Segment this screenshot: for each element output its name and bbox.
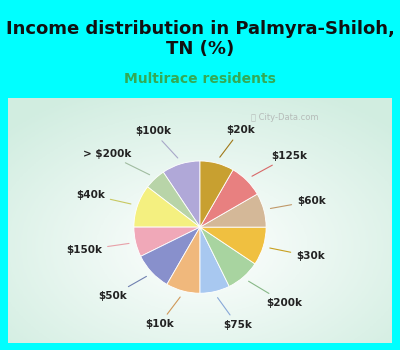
Text: $30k: $30k (270, 248, 325, 261)
Text: $150k: $150k (66, 243, 129, 255)
Wedge shape (200, 194, 266, 227)
Text: Multirace residents: Multirace residents (124, 72, 276, 86)
Text: $100k: $100k (135, 126, 178, 158)
Wedge shape (148, 172, 200, 227)
Wedge shape (134, 187, 200, 227)
Text: $20k: $20k (220, 125, 255, 157)
Wedge shape (200, 170, 257, 227)
Wedge shape (200, 227, 255, 286)
Text: $60k: $60k (270, 196, 326, 209)
Text: $125k: $125k (252, 151, 307, 176)
Wedge shape (134, 227, 200, 256)
Wedge shape (200, 227, 229, 293)
Wedge shape (141, 227, 200, 284)
Wedge shape (167, 227, 200, 293)
Wedge shape (200, 161, 233, 227)
Wedge shape (163, 161, 200, 227)
Text: Income distribution in Palmyra-Shiloh,
TN (%): Income distribution in Palmyra-Shiloh, T… (6, 20, 394, 58)
Text: $200k: $200k (248, 281, 302, 308)
Text: > $200k: > $200k (83, 149, 150, 175)
Text: $50k: $50k (98, 276, 146, 301)
Text: $10k: $10k (145, 297, 180, 329)
Text: ⓘ City-Data.com: ⓘ City-Data.com (251, 113, 318, 122)
Text: $75k: $75k (218, 298, 252, 330)
Wedge shape (200, 227, 266, 264)
Text: $40k: $40k (76, 190, 131, 204)
